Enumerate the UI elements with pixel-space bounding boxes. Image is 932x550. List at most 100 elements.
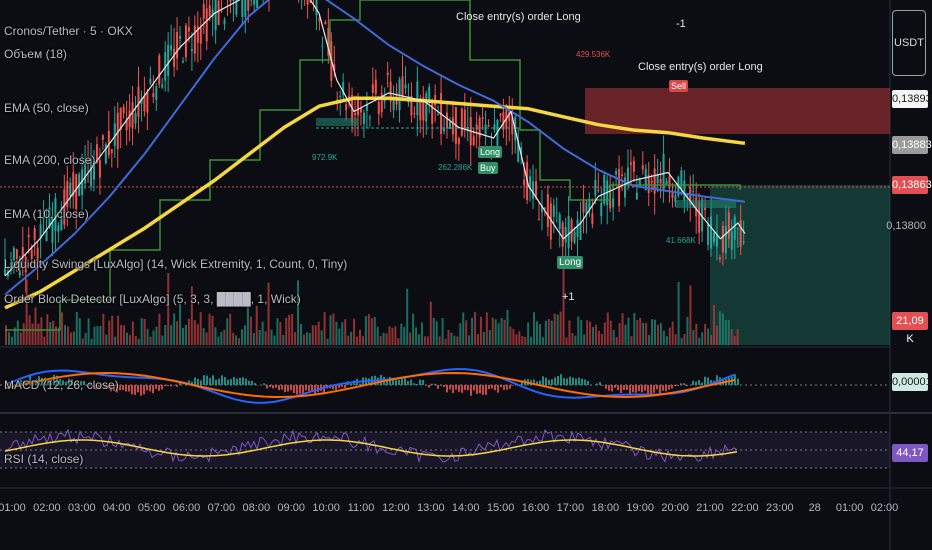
volume-bar [645, 323, 648, 345]
volume-bar [574, 335, 577, 345]
candle-body [36, 247, 39, 262]
macd-histogram-bar [614, 385, 616, 388]
volume-bar [208, 313, 211, 345]
macd-histogram-bar [497, 385, 499, 393]
macd-histogram-bar [554, 377, 556, 385]
ema10-indicator-label[interactable]: EMA (10, close) [4, 207, 89, 221]
candle-body [555, 212, 558, 214]
volume-annotation-2: 262.286K [438, 163, 473, 172]
macd-histogram-bar [440, 385, 442, 386]
macd-histogram-bar [335, 385, 337, 390]
candle-body [552, 205, 555, 217]
volume-bar [131, 321, 134, 345]
volume-bar [361, 336, 364, 345]
candle-body [597, 190, 600, 192]
volume-bar [680, 338, 683, 345]
candle-body [567, 215, 570, 249]
candle-body [446, 112, 449, 129]
time-tick-label: 16:00 [521, 502, 550, 514]
macd-histogram-bar [98, 385, 100, 389]
volume-bar [556, 314, 559, 345]
macd-histogram-bar [734, 374, 736, 385]
volume-bar [170, 325, 173, 345]
macd-histogram-bar [386, 378, 388, 385]
macd-histogram-bar [695, 381, 697, 385]
macd-histogram-bar [14, 384, 16, 385]
volume-bar [509, 326, 512, 345]
candle-body [668, 176, 671, 188]
order-block-bullish [316, 118, 358, 126]
candle-body [484, 124, 487, 135]
candle-body [443, 128, 446, 132]
candle-body [158, 55, 161, 85]
order-block-label[interactable]: Order Block Detector [LuxAlgo] (5, 3, 3,… [4, 292, 301, 306]
macd-indicator-label[interactable]: MACD (12, 26, close) [4, 378, 119, 392]
candle-body [176, 32, 179, 59]
candle-body [362, 112, 365, 124]
candle-body [57, 225, 60, 232]
macd-histogram-bar [608, 385, 610, 391]
candle-body [119, 107, 122, 130]
candle-body [650, 180, 653, 183]
candle-body [535, 181, 538, 198]
macd-histogram-bar [422, 379, 424, 385]
volume-bar [406, 288, 409, 345]
volume-bar [199, 312, 202, 345]
candle-body [733, 216, 736, 240]
macd-histogram-bar [377, 377, 379, 385]
candle-body [493, 124, 496, 130]
macd-histogram-bar [110, 385, 112, 392]
candle-body [532, 181, 535, 199]
liquidity-swings-label[interactable]: Liquidity Swings [LuxAlgo] (14, Wick Ext… [4, 257, 348, 271]
volume-bar [689, 285, 692, 345]
volume-indicator-label[interactable]: Объем (18) [4, 47, 67, 61]
volume-bar [84, 332, 87, 345]
ema50-indicator-label[interactable]: EMA (50, close) [4, 101, 89, 115]
candle-body [701, 198, 704, 232]
volume-bar [506, 310, 509, 345]
candle-body [591, 213, 594, 225]
candle-body [190, 49, 193, 52]
time-tick-label: 18:00 [591, 502, 620, 514]
candle-body [457, 137, 460, 145]
volume-bar [243, 325, 246, 345]
symbol-label[interactable]: Cronos/Tether · 5 · OKX [4, 24, 133, 38]
candle-body [181, 60, 184, 63]
macd-histogram-bar [104, 385, 106, 388]
candle-body [621, 174, 624, 177]
volume-bar [432, 317, 435, 345]
macd-histogram-bar [407, 381, 409, 385]
macd-histogram-bar [128, 385, 130, 392]
candle-body [404, 84, 407, 89]
candle-body [739, 220, 742, 247]
volume-bar [137, 338, 140, 345]
volume-bar [43, 336, 46, 345]
volume-bar [382, 332, 385, 345]
candle-body [704, 207, 707, 210]
candle-body [134, 112, 137, 124]
volume-bar [721, 313, 724, 345]
macd-histogram-bar [293, 385, 295, 394]
volume-bar [297, 280, 300, 345]
price-tick-label: 0,13800 [886, 220, 926, 232]
candle-body [39, 224, 42, 239]
candle-body [448, 121, 451, 129]
rsi-line [4, 428, 738, 464]
ema200-indicator-label[interactable]: EMA (200, close) [4, 153, 96, 167]
volume-bar [75, 311, 78, 345]
sell-signal-label: Sell [669, 80, 689, 92]
candle-body [600, 202, 603, 217]
candle-body [665, 180, 668, 185]
volume-bar [453, 335, 456, 345]
volume-bar [698, 337, 701, 345]
volume-bar [143, 318, 146, 345]
currency-button[interactable]: USDT [892, 10, 926, 76]
candle-body [499, 113, 502, 116]
macd-histogram-bar [95, 385, 97, 390]
macd-histogram-bar [533, 379, 535, 385]
macd-histogram-bar [506, 385, 508, 390]
volume-bar [255, 305, 258, 345]
macd-histogram-bar [47, 378, 49, 385]
rsi-indicator-label[interactable]: RSI (14, close) [4, 452, 84, 466]
